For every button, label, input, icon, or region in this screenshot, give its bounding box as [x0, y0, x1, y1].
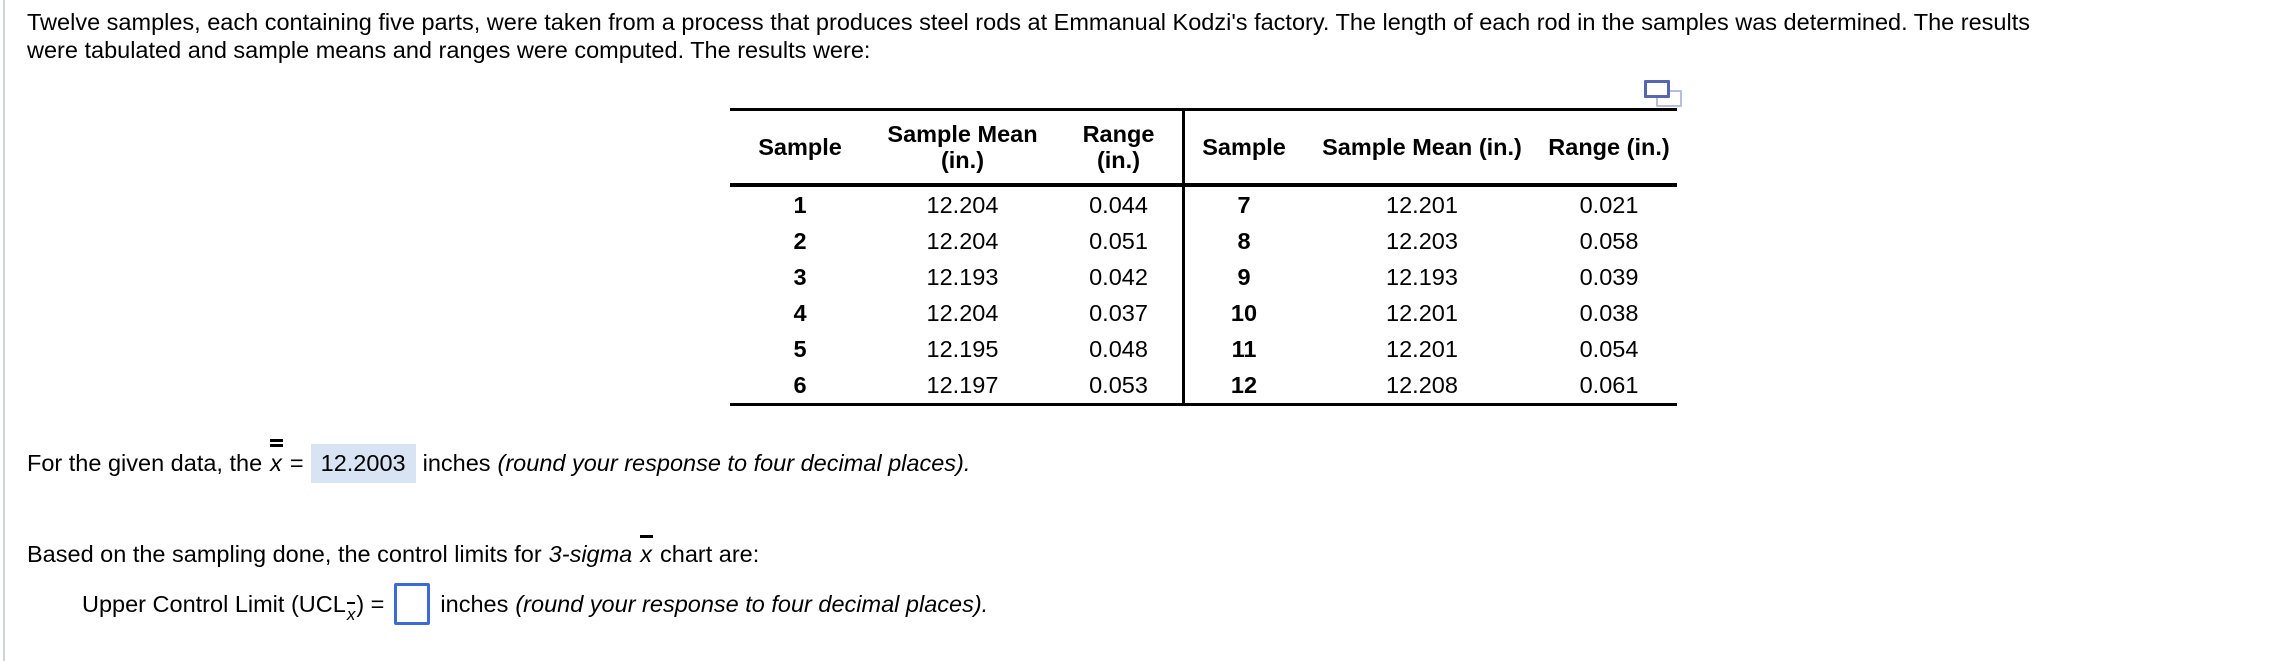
sample-number: 11	[1231, 336, 1257, 362]
overbar	[640, 535, 654, 538]
sample-mean-value: 12.201	[1386, 192, 1458, 218]
xdoublebar-answer-field[interactable]: 12.2003	[310, 444, 416, 483]
range-value: 0.058	[1579, 228, 1639, 254]
overbar	[346, 601, 356, 604]
sample-mean-value: 12.203	[1386, 228, 1458, 254]
sample-mean-value: 12.193	[926, 264, 999, 290]
range-value: 0.053	[1089, 372, 1148, 398]
q2-sigma-term: 3-sigma	[548, 541, 633, 567]
range-value: 0.021	[1579, 192, 1639, 218]
copy-icon-front-rect	[1644, 80, 1670, 98]
sample-number: 12	[1230, 372, 1258, 398]
table-vertical-divider	[1182, 367, 1185, 403]
sample-number: 5	[793, 336, 807, 362]
table-vertical-divider	[1182, 295, 1185, 331]
sample-mean-value: 12.193	[1386, 264, 1458, 290]
table-row: 2 12.204 0.051 8 12.203 0.058	[730, 223, 1677, 259]
range-value: 0.042	[1089, 264, 1148, 290]
header-sample-mean-right: Sample Mean (in.)	[1322, 134, 1522, 160]
sample-number: 9	[1237, 264, 1251, 290]
ucl-question-line: Upper Control Limit (UCL x ) = inches (r…	[82, 583, 988, 625]
header-range-right: Range (in.)	[1548, 134, 1670, 160]
range-value: 0.051	[1089, 228, 1148, 254]
sample-number: 6	[793, 372, 807, 398]
sample-number: 4	[793, 300, 807, 326]
header-sample-right: Sample	[1202, 134, 1286, 160]
sample-number: 3	[793, 264, 807, 290]
table-vertical-divider	[1182, 111, 1185, 183]
question-xdoublebar-line: For the given data, the x = 12.2003 inch…	[27, 439, 971, 483]
q1-unit: inches	[422, 450, 491, 476]
q2-before: Based on the sampling done, the control …	[27, 541, 542, 567]
sample-mean-value: 12.201	[1386, 336, 1458, 362]
sample-mean-value: 12.204	[926, 192, 999, 218]
table-row: 3 12.193 0.042 9 12.193 0.039	[730, 259, 1677, 295]
problem-statement-line1: Twelve samples, each containing five par…	[27, 9, 2030, 35]
sample-mean-value: 12.204	[926, 228, 999, 254]
table-vertical-divider	[1182, 259, 1185, 295]
sample-data-table: Sample Sample Mean (in.) Range (in.) Sam…	[730, 108, 1677, 406]
problem-statement-line2: were tabulated and sample means and rang…	[27, 37, 871, 63]
ucl-answer-input[interactable]	[394, 583, 431, 625]
q1-rounding-note: (round your response to four decimal pla…	[497, 450, 971, 476]
range-value: 0.039	[1579, 264, 1639, 290]
table-row: 1 12.204 0.044 7 12.201 0.021	[730, 187, 1677, 223]
sample-number: 10	[1230, 300, 1258, 326]
sample-mean-value: 12.197	[926, 372, 999, 398]
header-sample-left: Sample	[758, 134, 842, 160]
q1-prefix: For the given data, the	[27, 450, 263, 476]
overbar	[270, 444, 283, 447]
range-value: 0.048	[1089, 336, 1148, 362]
x-double-bar-symbol: x	[269, 439, 283, 477]
table-header-row: Sample Sample Mean (in.) Range (in.) Sam…	[730, 111, 1677, 187]
sample-mean-value: 12.204	[926, 300, 999, 326]
sample-mean-value: 12.201	[1386, 300, 1458, 326]
range-value: 0.044	[1089, 192, 1148, 218]
range-value: 0.038	[1579, 300, 1639, 326]
table-row: 6 12.197 0.053 12 12.208 0.061	[730, 367, 1677, 403]
sample-number: 7	[1237, 192, 1251, 218]
table-vertical-divider	[1182, 223, 1185, 259]
sample-mean-value: 12.195	[926, 336, 999, 362]
sample-mean-value: 12.208	[1386, 372, 1458, 398]
equals-sign: =	[289, 450, 304, 476]
ucl-label: Upper Control Limit (UCL x ) =	[82, 590, 385, 624]
header-sample-mean-left: Sample Mean (in.)	[887, 121, 1038, 173]
q2-after: chart are:	[660, 541, 760, 567]
control-limits-intro-line: Based on the sampling done, the control …	[27, 535, 760, 568]
q3-rounding-note: (round your response to four decimal pla…	[515, 590, 989, 617]
x-bar-symbol: x	[639, 535, 654, 568]
table-row: 4 12.204 0.037 10 12.201 0.038	[730, 295, 1677, 331]
sample-number: 8	[1237, 228, 1251, 254]
table-vertical-divider	[1182, 187, 1185, 223]
q3-unit: inches	[440, 590, 509, 617]
sample-number: 1	[793, 192, 807, 218]
panel-divider	[3, 0, 5, 661]
header-range-left: Range (in.)	[1082, 121, 1155, 173]
overbar	[270, 439, 283, 442]
x-bar-subscript: x	[346, 601, 357, 625]
problem-statement: Twelve samples, each containing five par…	[27, 8, 2030, 64]
range-value: 0.037	[1089, 300, 1148, 326]
sample-number: 2	[793, 228, 807, 254]
table-row: 5 12.195 0.048 11 12.201 0.054	[730, 331, 1677, 367]
copy-icon[interactable]	[1644, 80, 1682, 108]
range-value: 0.061	[1579, 372, 1639, 398]
table-vertical-divider	[1182, 331, 1185, 367]
range-value: 0.054	[1579, 336, 1639, 362]
